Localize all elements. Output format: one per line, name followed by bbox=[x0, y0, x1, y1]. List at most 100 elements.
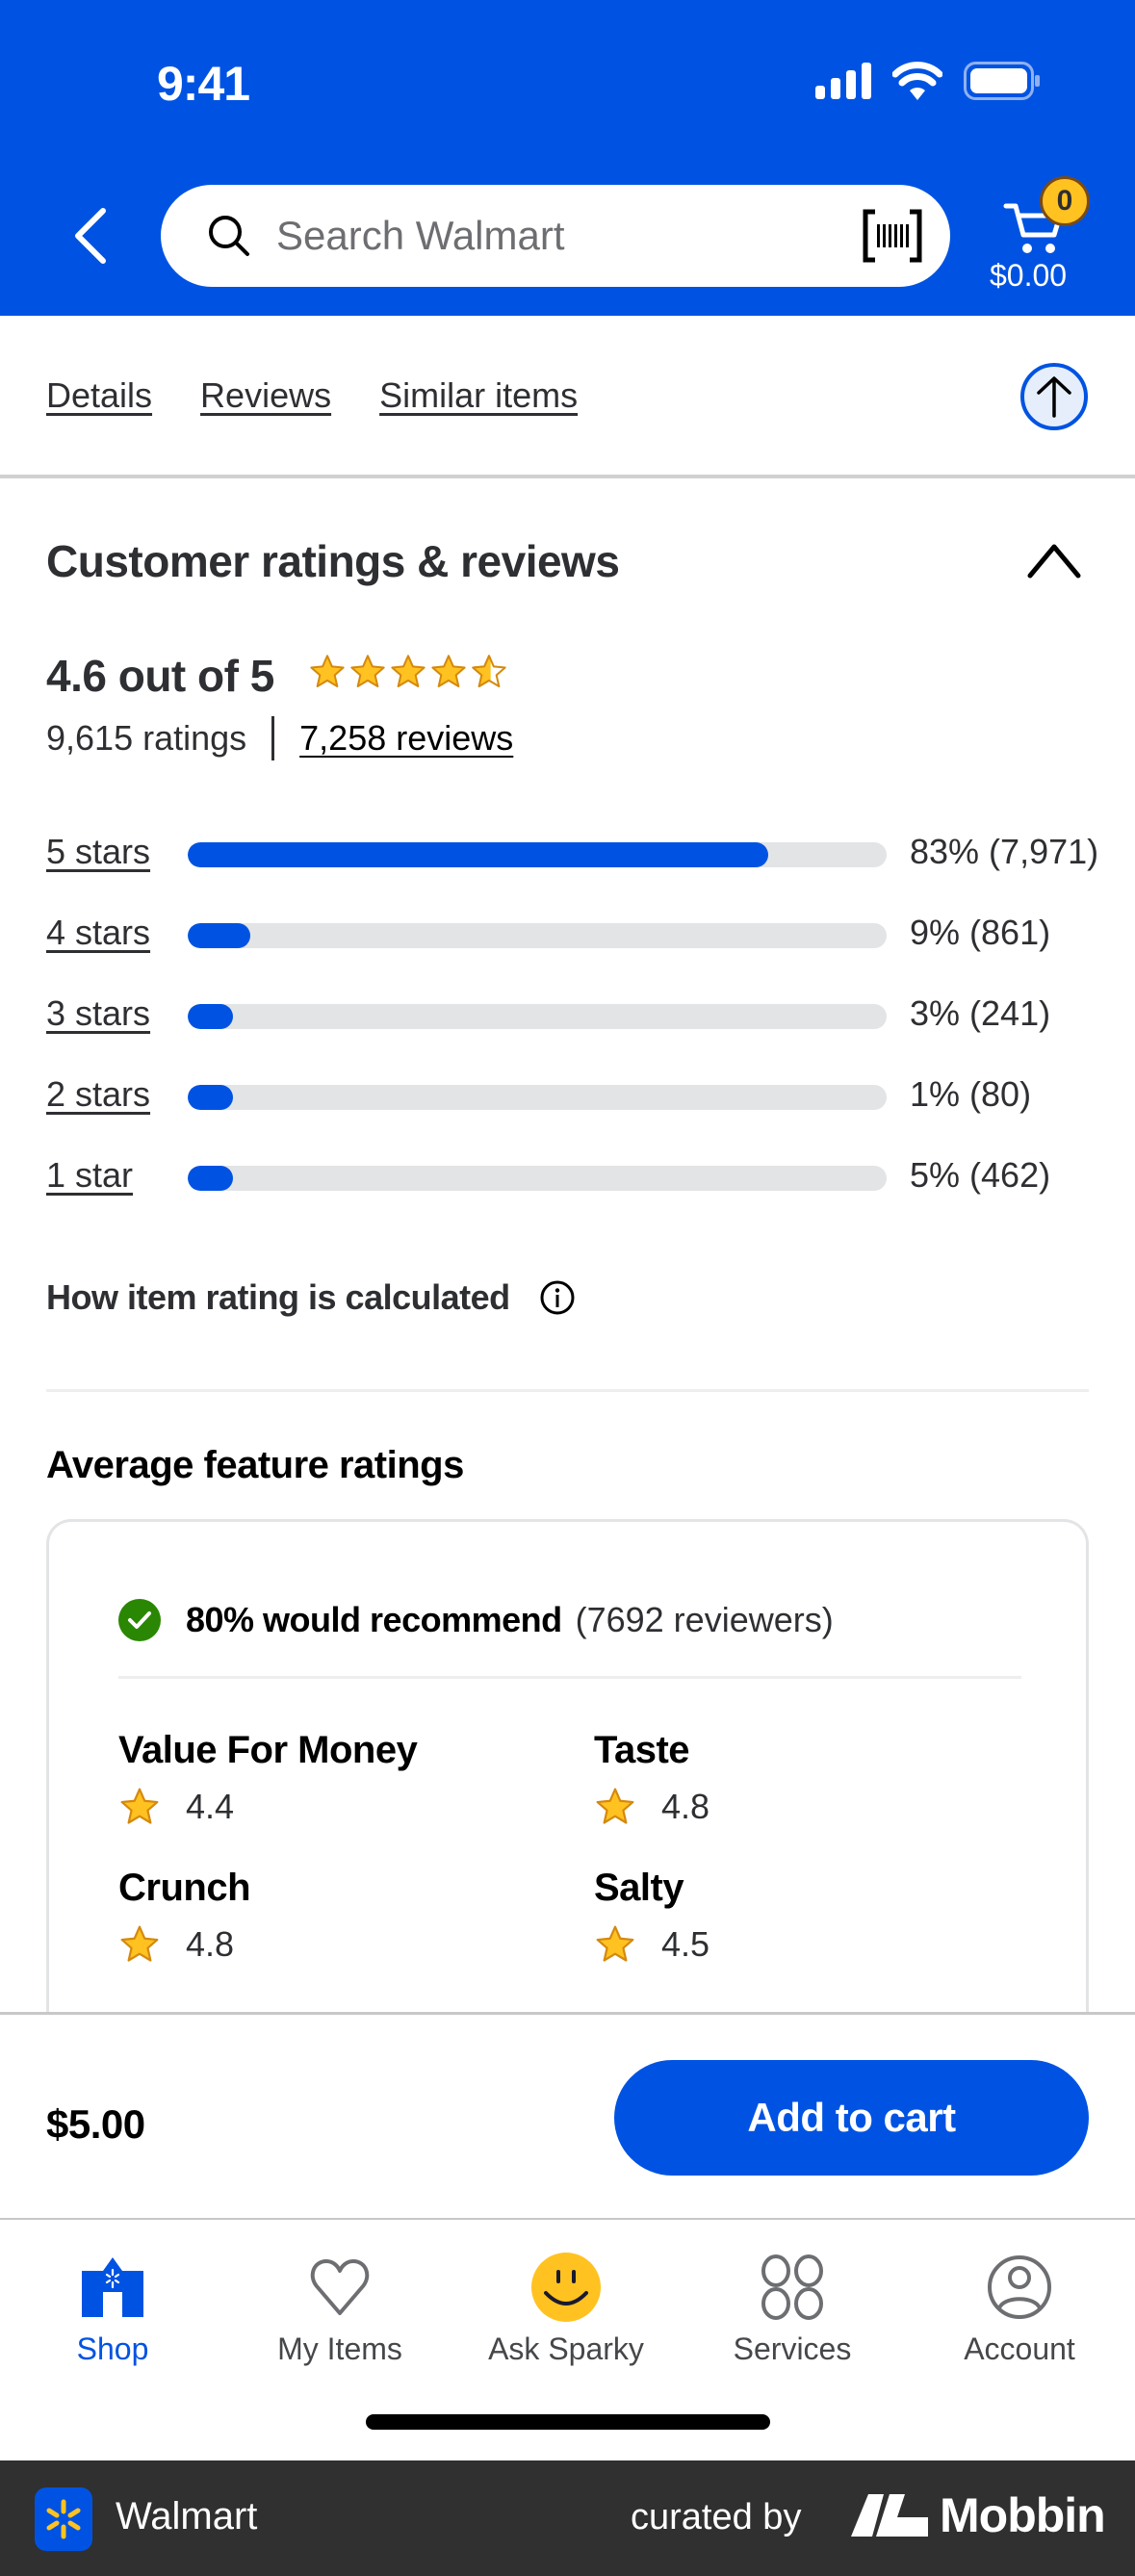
rating-filter-1-star[interactable]: 1 star bbox=[46, 1155, 134, 1195]
section-title: Customer ratings & reviews bbox=[46, 536, 620, 586]
star-icon bbox=[120, 1788, 159, 1824]
rating-percent: 9% (861) bbox=[910, 913, 1051, 952]
tab-reviews[interactable]: Reviews bbox=[200, 375, 332, 415]
feature-score-row: 4.8 bbox=[118, 1923, 552, 1966]
nav-label: My Items bbox=[277, 2331, 402, 2366]
header: 9:41 bbox=[0, 0, 1135, 316]
nav-account[interactable]: Account bbox=[923, 2249, 1116, 2367]
rating-filter-2-stars[interactable]: 2 stars bbox=[46, 1074, 151, 1114]
check-circle-icon bbox=[118, 1599, 161, 1641]
chevron-left-icon bbox=[75, 208, 106, 264]
section-divider bbox=[46, 1389, 1089, 1392]
feature-crunch: Crunch 4.8 bbox=[118, 1867, 552, 1966]
rating-percent: 1% (80) bbox=[910, 1074, 1032, 1114]
footer-banner: Walmart curated by Mobbin bbox=[0, 2460, 1135, 2576]
scroll-to-top-button[interactable] bbox=[1020, 363, 1088, 430]
barcode-scan-icon[interactable] bbox=[862, 209, 923, 263]
how-rating-calculated[interactable]: How item rating is calculated bbox=[46, 1277, 576, 1318]
nav-services[interactable]: Services bbox=[696, 2249, 889, 2367]
feature-score: 4.8 bbox=[186, 1924, 235, 1964]
star-icon bbox=[596, 1788, 634, 1824]
cart-total: $0.00 bbox=[990, 258, 1068, 293]
product-price: $5.00 bbox=[46, 2101, 145, 2147]
status-time: 9:41 bbox=[157, 57, 250, 111]
rating-percent: 5% (462) bbox=[910, 1155, 1051, 1195]
ratings-count: 9,615 ratings bbox=[46, 718, 247, 758]
search-icon bbox=[209, 216, 249, 256]
sparky-icon bbox=[528, 2249, 605, 2326]
nav-ask-sparky[interactable]: Ask Sparky bbox=[470, 2249, 662, 2367]
nav-label: Services bbox=[733, 2331, 852, 2366]
rating-bar-track bbox=[188, 1166, 887, 1191]
feature-score: 4.5 bbox=[661, 1924, 710, 1964]
rating-row-1: 1 star 5% (462) bbox=[46, 1153, 1105, 1201]
rating-bar-track bbox=[188, 923, 887, 948]
counts-separator bbox=[271, 716, 275, 760]
rating-bar-track bbox=[188, 842, 887, 867]
rating-bar-fill bbox=[188, 1166, 234, 1191]
info-icon[interactable] bbox=[539, 1279, 576, 1316]
feature-salty: Salty 4.5 bbox=[594, 1867, 1027, 1966]
footer-brand: Walmart bbox=[116, 2495, 258, 2537]
rating-bar-fill bbox=[188, 1085, 234, 1110]
search-bar[interactable] bbox=[161, 185, 950, 287]
feature-score-row: 4.8 bbox=[594, 1786, 1027, 1828]
rating-bar-track bbox=[188, 1085, 887, 1110]
feature-score: 4.8 bbox=[661, 1787, 710, 1826]
recommend-summary: 80% would recommend (7692 reviewers) bbox=[118, 1599, 834, 1641]
reviews-count-link[interactable]: 7,258 reviews bbox=[299, 718, 514, 758]
feature-taste: Taste 4.8 bbox=[594, 1729, 1027, 1828]
star-full-icon bbox=[350, 655, 385, 687]
cart-count-badge: 0 bbox=[1040, 176, 1090, 226]
services-icon bbox=[754, 2249, 831, 2326]
mobbin-logo-icon bbox=[851, 2494, 928, 2537]
rating-row-3: 3 stars 3% (241) bbox=[46, 992, 1105, 1040]
home-indicator bbox=[366, 2414, 770, 2430]
feature-name: Value For Money bbox=[118, 1729, 418, 1771]
cart-button[interactable]: 0 $0.00 bbox=[987, 173, 1102, 298]
wifi-icon bbox=[892, 62, 942, 100]
rating-filter-3-stars[interactable]: 3 stars bbox=[46, 993, 151, 1033]
rating-filter-5-stars[interactable]: 5 stars bbox=[46, 832, 151, 871]
average-rating: 4.6 out of 5 bbox=[46, 651, 274, 701]
feature-name: Crunch bbox=[118, 1867, 251, 1909]
arrow-up-icon bbox=[1037, 376, 1071, 418]
rating-bar-fill bbox=[188, 1004, 234, 1029]
star-full-icon bbox=[310, 655, 345, 687]
tab-similar-items[interactable]: Similar items bbox=[379, 375, 579, 415]
status-icons bbox=[815, 62, 1041, 100]
feature-ratings-title: Average feature ratings bbox=[46, 1444, 464, 1486]
collapse-button[interactable] bbox=[1025, 539, 1083, 581]
feature-score-row: 4.5 bbox=[594, 1923, 1027, 1966]
nav-shop[interactable]: Shop bbox=[16, 2249, 209, 2367]
card-divider bbox=[118, 1676, 1021, 1679]
walmart-logo-icon bbox=[35, 2487, 92, 2551]
tab-details[interactable]: Details bbox=[46, 375, 153, 415]
rating-row-4: 4 stars 9% (861) bbox=[46, 911, 1105, 959]
nav-label: Account bbox=[964, 2331, 1075, 2366]
rating-counts: 9,615 ratings 7,258 reviews bbox=[46, 716, 513, 760]
star-full-icon bbox=[431, 655, 466, 687]
chevron-up-icon bbox=[1027, 544, 1081, 579]
feature-score-row: 4.4 bbox=[118, 1786, 552, 1828]
how-rating-calculated-label: How item rating is calculated bbox=[46, 1277, 510, 1317]
account-icon bbox=[981, 2249, 1058, 2326]
add-to-cart-button[interactable]: Add to cart bbox=[614, 2060, 1089, 2176]
rating-bar-fill bbox=[188, 842, 768, 867]
rating-percent: 83% (7,971) bbox=[910, 832, 1099, 871]
add-to-cart-bar: $5.00 Add to cart bbox=[0, 2012, 1135, 2220]
star-full-icon bbox=[391, 655, 426, 687]
back-button[interactable] bbox=[65, 202, 114, 270]
mobbin-label: Mobbin bbox=[940, 2488, 1106, 2542]
section-tabs: Details Reviews Similar items bbox=[46, 375, 578, 416]
feature-name: Taste bbox=[594, 1729, 690, 1771]
feature-ratings-card: 80% would recommend (7692 reviewers) Val… bbox=[46, 1519, 1089, 2058]
star-half-icon bbox=[472, 655, 506, 687]
battery-icon bbox=[964, 62, 1040, 100]
footer-curated-by: curated by bbox=[631, 2497, 802, 2537]
nav-my-items[interactable]: My Items bbox=[244, 2249, 436, 2367]
rating-percent: 3% (241) bbox=[910, 993, 1051, 1033]
search-input[interactable] bbox=[276, 185, 835, 287]
rating-filter-4-stars[interactable]: 4 stars bbox=[46, 913, 151, 952]
shop-icon bbox=[74, 2249, 151, 2326]
